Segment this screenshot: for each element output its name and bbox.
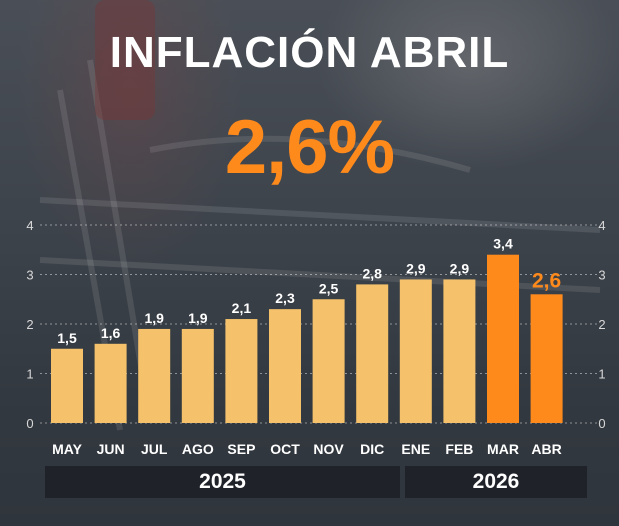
y-tick-label: 2 xyxy=(26,317,33,332)
bar-nov xyxy=(312,299,345,423)
y-tick-label: 1 xyxy=(598,367,605,382)
value-label-may: 1,5 xyxy=(57,330,77,346)
bar-oct xyxy=(269,309,301,423)
x-tick-label-feb: FEB xyxy=(445,441,473,457)
bar-dic xyxy=(356,284,389,423)
value-label-ago: 1,9 xyxy=(188,310,208,326)
x-tick-label-nov: NOV xyxy=(313,441,344,457)
x-tick-label-abr: ABR xyxy=(531,441,561,457)
bar-jul xyxy=(138,328,171,423)
value-label-jul: 1,9 xyxy=(144,310,164,326)
y-tick-label: 1 xyxy=(26,367,33,382)
value-label-dic: 2,8 xyxy=(362,265,382,281)
value-label-nov: 2,5 xyxy=(319,280,339,296)
chart-bars xyxy=(51,254,563,423)
bar-may xyxy=(51,348,83,423)
value-label-jun: 1,6 xyxy=(101,325,121,341)
x-tick-label-ene: ENE xyxy=(401,441,430,457)
page-title: INFLACIÓN ABRIL xyxy=(109,28,510,77)
value-label-feb: 2,9 xyxy=(450,260,470,276)
y-axis-left: 0 1 2 3 4 xyxy=(26,218,33,431)
value-label-mar: 3,4 xyxy=(493,236,513,252)
bar-feb xyxy=(443,279,476,423)
headline-inflation-value: 2,6% xyxy=(224,105,395,190)
x-tick-label-oct: OCT xyxy=(270,441,300,457)
y-tick-label: 2 xyxy=(598,317,605,332)
x-tick-label-may: MAY xyxy=(52,441,82,457)
x-tick-label-dic: DIC xyxy=(360,441,384,457)
bar-ago xyxy=(181,328,214,423)
bar-mar xyxy=(487,254,519,423)
x-tick-label-jul: JUL xyxy=(141,441,168,457)
x-tick-label-sep: SEP xyxy=(227,441,255,457)
value-label-sep: 2,1 xyxy=(232,300,252,316)
value-label-ene: 2,9 xyxy=(406,260,426,276)
x-tick-label-mar: MAR xyxy=(487,441,519,457)
y-tick-label: 0 xyxy=(26,416,33,431)
x-tick-label-ago: AGO xyxy=(182,441,214,457)
y-tick-label: 0 xyxy=(598,416,605,431)
bar-abr xyxy=(530,294,563,423)
y-tick-label: 4 xyxy=(598,218,605,233)
y-tick-label: 4 xyxy=(26,218,33,233)
y-tick-label: 3 xyxy=(598,268,605,283)
bar-sep xyxy=(225,319,258,423)
chart-value-labels: 1,5 1,6 1,9 1,9 2,1 2,3 2,5 2,8 2,9 2,9 3,4 2,6 xyxy=(57,236,561,346)
bar-jun xyxy=(94,343,127,423)
value-label-abr: 2,6 xyxy=(532,269,561,292)
y-tick-label: 3 xyxy=(26,268,33,283)
year-label-2025: 2025 xyxy=(45,466,400,498)
bar-ene xyxy=(399,279,432,423)
year-label-2026: 2026 xyxy=(405,466,587,498)
value-label-oct: 2,3 xyxy=(275,290,295,306)
x-tick-label-jun: JUN xyxy=(97,441,125,457)
y-axis-right: 0 1 2 3 4 xyxy=(598,218,605,431)
chart-x-tick-labels: MAY JUN JUL AGO SEP OCT NOV DIC ENE FEB MAR ABR xyxy=(52,441,562,457)
